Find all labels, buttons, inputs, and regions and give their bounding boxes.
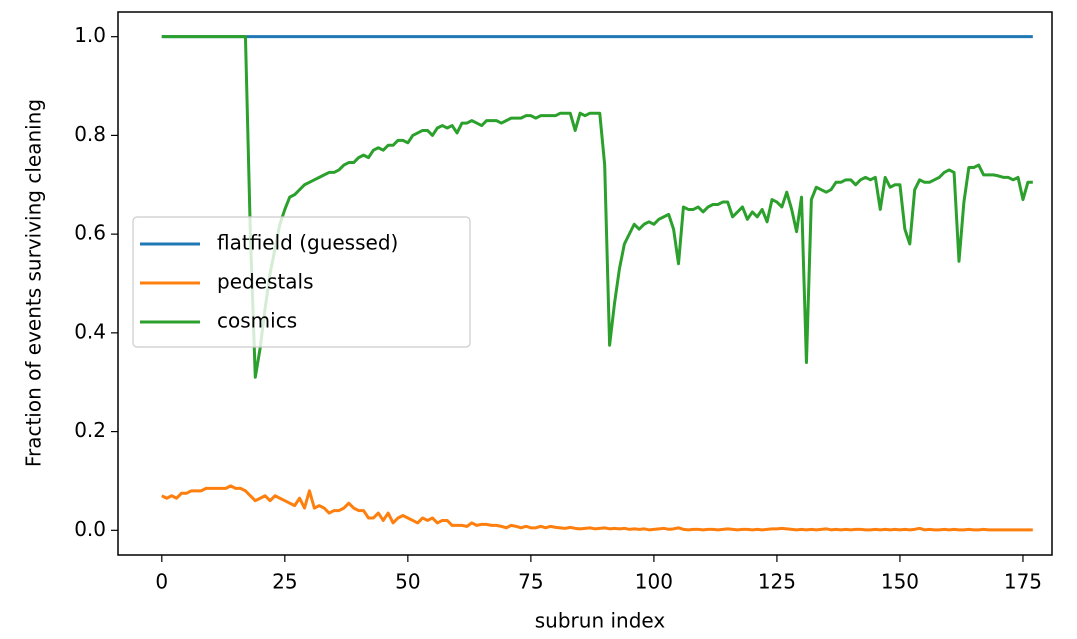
- y-tick-label: 0.0: [74, 517, 106, 541]
- x-tick-label: 75: [518, 570, 543, 594]
- legend-label: cosmics: [217, 309, 297, 333]
- series-line: [161, 35, 1033, 379]
- x-tick-label: 50: [395, 570, 420, 594]
- legend-label: flatfield (guessed): [217, 231, 398, 255]
- x-tick-label: 125: [758, 570, 796, 594]
- x-tick-label: 150: [881, 570, 919, 594]
- y-tick-label: 0.6: [74, 221, 106, 245]
- y-axis-label: Fraction of events surviving cleaning: [22, 99, 46, 467]
- x-axis-label: subrun index: [535, 609, 666, 633]
- series-line: [161, 484, 1033, 532]
- x-tick-label: 0: [155, 570, 168, 594]
- x-tick-label: 25: [272, 570, 297, 594]
- y-tick-label: 1.0: [74, 23, 106, 47]
- x-tick-label: 175: [1004, 570, 1042, 594]
- legend-box: [132, 216, 471, 348]
- y-tick-label: 0.2: [74, 418, 106, 442]
- legend-label: pedestals: [217, 270, 314, 294]
- x-tick-label: 100: [635, 570, 673, 594]
- y-tick-label: 0.8: [74, 122, 106, 146]
- y-tick-label: 0.4: [74, 319, 106, 343]
- plot-frame: [117, 11, 1053, 556]
